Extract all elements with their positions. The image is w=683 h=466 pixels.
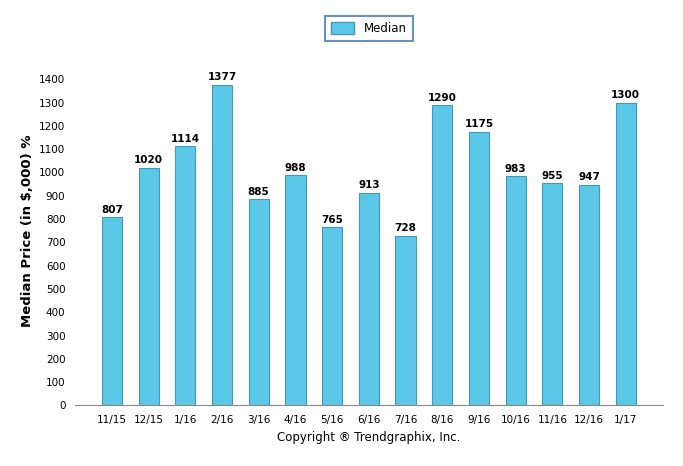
Bar bbox=[102, 217, 122, 405]
Legend: Median: Median bbox=[325, 16, 413, 41]
Text: 765: 765 bbox=[321, 215, 343, 225]
Y-axis label: Median Price (in $,000) %: Median Price (in $,000) % bbox=[20, 134, 33, 327]
Text: 947: 947 bbox=[578, 172, 600, 183]
Bar bbox=[579, 185, 599, 405]
Text: 988: 988 bbox=[285, 163, 306, 173]
Bar bbox=[542, 183, 562, 405]
Bar bbox=[212, 85, 232, 405]
Text: 955: 955 bbox=[542, 171, 563, 180]
Bar bbox=[359, 193, 379, 405]
Text: 1020: 1020 bbox=[134, 156, 163, 165]
Text: 1300: 1300 bbox=[611, 90, 640, 100]
Bar bbox=[139, 168, 158, 405]
Text: 913: 913 bbox=[358, 180, 380, 190]
Bar bbox=[176, 146, 195, 405]
Text: 1290: 1290 bbox=[428, 93, 457, 103]
Text: 1377: 1377 bbox=[208, 72, 236, 82]
Bar bbox=[469, 132, 489, 405]
Text: 983: 983 bbox=[505, 164, 527, 174]
Text: 728: 728 bbox=[395, 224, 417, 233]
Text: 1114: 1114 bbox=[171, 134, 200, 144]
Bar bbox=[615, 103, 636, 405]
Bar bbox=[285, 175, 305, 405]
Bar bbox=[322, 227, 342, 405]
Text: 1175: 1175 bbox=[464, 119, 494, 130]
X-axis label: Copyright ® Trendgraphix, Inc.: Copyright ® Trendgraphix, Inc. bbox=[277, 431, 460, 444]
Bar bbox=[395, 236, 416, 405]
Text: 807: 807 bbox=[101, 205, 123, 215]
Bar bbox=[249, 199, 269, 405]
Bar bbox=[505, 177, 526, 405]
Text: 885: 885 bbox=[248, 187, 270, 197]
Bar bbox=[432, 105, 452, 405]
